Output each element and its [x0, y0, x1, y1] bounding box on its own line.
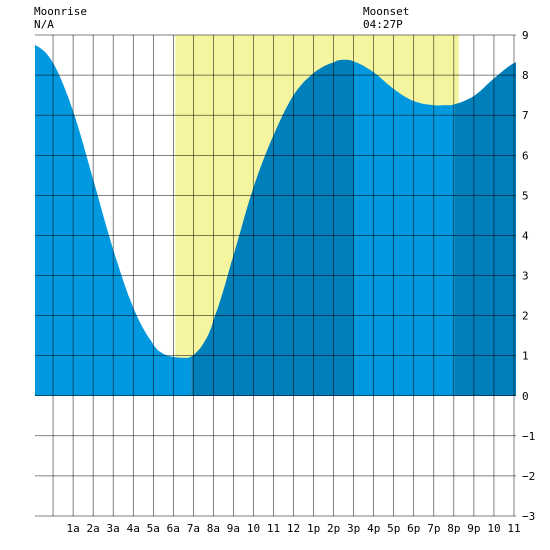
x-tick-label: 1p	[307, 522, 320, 535]
x-tick-label: 4p	[367, 522, 380, 535]
moonrise-value: N/A	[34, 18, 54, 31]
x-tick-label: 6p	[407, 522, 420, 535]
x-tick-label: 3a	[107, 522, 120, 535]
x-tick-label: 7p	[427, 522, 440, 535]
x-tick-label: 9a	[227, 522, 240, 535]
tide-area-segment	[191, 59, 354, 396]
x-tick-label: 7a	[187, 522, 200, 535]
y-tick-label: 7	[522, 109, 529, 122]
y-tick-label: 8	[522, 69, 529, 82]
y-axis-ticks: −3 −2 −1 0 1 2 3 4 5 6 7 8 9	[522, 29, 535, 523]
x-tick-label: 3p	[347, 522, 360, 535]
x-tick-label: 2a	[86, 522, 99, 535]
moonset-value: 04:27P	[363, 18, 403, 31]
y-tick-label: 4	[522, 229, 529, 242]
x-tick-label: 8p	[447, 522, 460, 535]
y-tick-label: −3	[522, 510, 535, 523]
x-tick-label: 10	[487, 522, 500, 535]
x-tick-label: 8a	[207, 522, 220, 535]
x-tick-label: 11	[507, 522, 520, 535]
tide-area-segment	[35, 45, 192, 396]
x-tick-label: 9p	[467, 522, 480, 535]
x-tick-label: 1a	[66, 522, 79, 535]
x-tick-label: 2p	[327, 522, 340, 535]
x-tick-label: 5p	[387, 522, 400, 535]
x-tick-label: 6a	[167, 522, 180, 535]
x-tick-label: 12	[287, 522, 300, 535]
moonrise-label: Moonrise	[34, 5, 87, 18]
x-axis-ticks: 1a 2a 3a 4a 5a 6a 7a 8a 9a 10 11 12 1p 2p 3p 4p 5p 6p 7p 8p…	[66, 522, 520, 535]
y-tick-label: 2	[522, 310, 529, 323]
tide-area-segment	[353, 61, 455, 396]
tide-area-group	[35, 45, 516, 396]
y-tick-label: −1	[522, 430, 535, 443]
y-tick-label: 9	[522, 29, 529, 42]
y-tick-label: 5	[522, 189, 529, 202]
y-tick-label: −2	[522, 470, 535, 483]
grid-lines	[35, 34, 516, 517]
x-tick-label: 11	[267, 522, 280, 535]
y-tick-label: 0	[522, 390, 529, 403]
x-tick-label: 10	[247, 522, 260, 535]
moonset-label: Moonset	[363, 5, 410, 18]
y-tick-label: 6	[522, 149, 529, 162]
x-tick-label: 5a	[147, 522, 160, 535]
y-tick-label: 1	[522, 350, 529, 363]
x-tick-label: 4a	[127, 522, 140, 535]
y-tick-label: 3	[522, 270, 529, 283]
tide-area-segment	[454, 62, 516, 396]
